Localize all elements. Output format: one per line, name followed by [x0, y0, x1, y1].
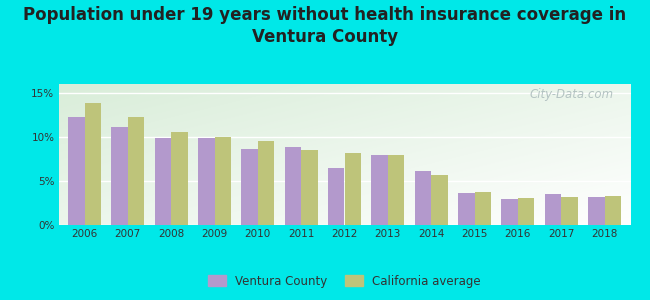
Bar — [68, 118, 84, 225]
Bar — [214, 137, 231, 225]
Legend: Ventura County, California average: Ventura County, California average — [203, 270, 486, 292]
Text: City-Data.com: City-Data.com — [529, 88, 614, 101]
Bar — [128, 118, 144, 225]
Bar — [301, 150, 318, 225]
Bar — [501, 199, 518, 225]
Bar — [415, 171, 431, 225]
Bar — [371, 155, 388, 225]
Bar — [344, 153, 361, 225]
Bar — [604, 196, 621, 225]
Bar — [588, 197, 604, 225]
Bar — [241, 149, 258, 225]
Bar — [258, 141, 274, 225]
Bar — [155, 138, 171, 225]
Bar — [545, 194, 561, 225]
Bar — [458, 193, 474, 225]
Bar — [171, 133, 188, 225]
Bar — [198, 138, 214, 225]
Bar — [518, 198, 534, 225]
Bar — [111, 127, 128, 225]
Bar — [474, 192, 491, 225]
Bar — [388, 155, 404, 225]
Bar — [84, 103, 101, 225]
Text: Population under 19 years without health insurance coverage in
Ventura County: Population under 19 years without health… — [23, 6, 627, 46]
Bar — [285, 147, 301, 225]
Bar — [328, 168, 344, 225]
Bar — [561, 197, 578, 225]
Bar — [431, 175, 448, 225]
